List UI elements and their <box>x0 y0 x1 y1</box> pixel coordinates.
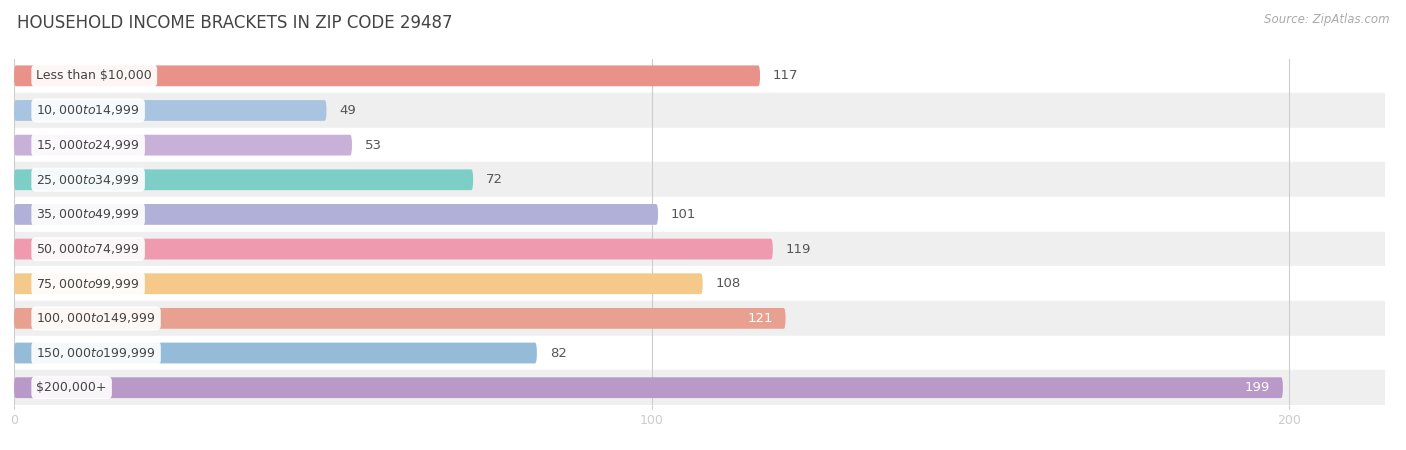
Bar <box>14 93 1385 128</box>
Bar <box>14 336 1385 370</box>
FancyBboxPatch shape <box>14 135 352 156</box>
FancyBboxPatch shape <box>14 308 786 329</box>
Bar <box>14 301 1385 336</box>
FancyBboxPatch shape <box>14 273 703 294</box>
Text: 53: 53 <box>364 139 382 152</box>
Text: $25,000 to $34,999: $25,000 to $34,999 <box>37 173 139 187</box>
Text: $200,000+: $200,000+ <box>37 381 107 394</box>
FancyBboxPatch shape <box>14 342 537 364</box>
Text: 119: 119 <box>786 243 811 256</box>
Bar <box>14 197 1385 232</box>
FancyBboxPatch shape <box>14 65 761 86</box>
FancyBboxPatch shape <box>14 238 773 260</box>
Bar <box>14 58 1385 93</box>
Bar <box>14 266 1385 301</box>
Text: 117: 117 <box>773 69 799 82</box>
Text: HOUSEHOLD INCOME BRACKETS IN ZIP CODE 29487: HOUSEHOLD INCOME BRACKETS IN ZIP CODE 29… <box>17 14 453 32</box>
Text: $75,000 to $99,999: $75,000 to $99,999 <box>37 277 139 291</box>
Text: $15,000 to $24,999: $15,000 to $24,999 <box>37 138 139 152</box>
Bar <box>14 370 1385 405</box>
Text: $150,000 to $199,999: $150,000 to $199,999 <box>37 346 156 360</box>
Bar <box>14 162 1385 197</box>
Text: $10,000 to $14,999: $10,000 to $14,999 <box>37 104 139 117</box>
FancyBboxPatch shape <box>14 169 474 190</box>
Text: 72: 72 <box>486 173 503 186</box>
Text: Less than $10,000: Less than $10,000 <box>37 69 152 82</box>
FancyBboxPatch shape <box>14 204 658 225</box>
Text: 82: 82 <box>550 346 567 360</box>
FancyBboxPatch shape <box>14 100 326 121</box>
FancyBboxPatch shape <box>14 377 1282 398</box>
Bar <box>14 128 1385 162</box>
Text: 101: 101 <box>671 208 696 221</box>
Text: 108: 108 <box>716 277 741 290</box>
Text: $50,000 to $74,999: $50,000 to $74,999 <box>37 242 139 256</box>
Text: 121: 121 <box>748 312 773 325</box>
Text: 199: 199 <box>1244 381 1270 394</box>
Text: $35,000 to $49,999: $35,000 to $49,999 <box>37 207 139 221</box>
Bar <box>14 232 1385 266</box>
Text: 49: 49 <box>339 104 356 117</box>
Text: Source: ZipAtlas.com: Source: ZipAtlas.com <box>1264 14 1389 27</box>
Text: $100,000 to $149,999: $100,000 to $149,999 <box>37 311 156 325</box>
